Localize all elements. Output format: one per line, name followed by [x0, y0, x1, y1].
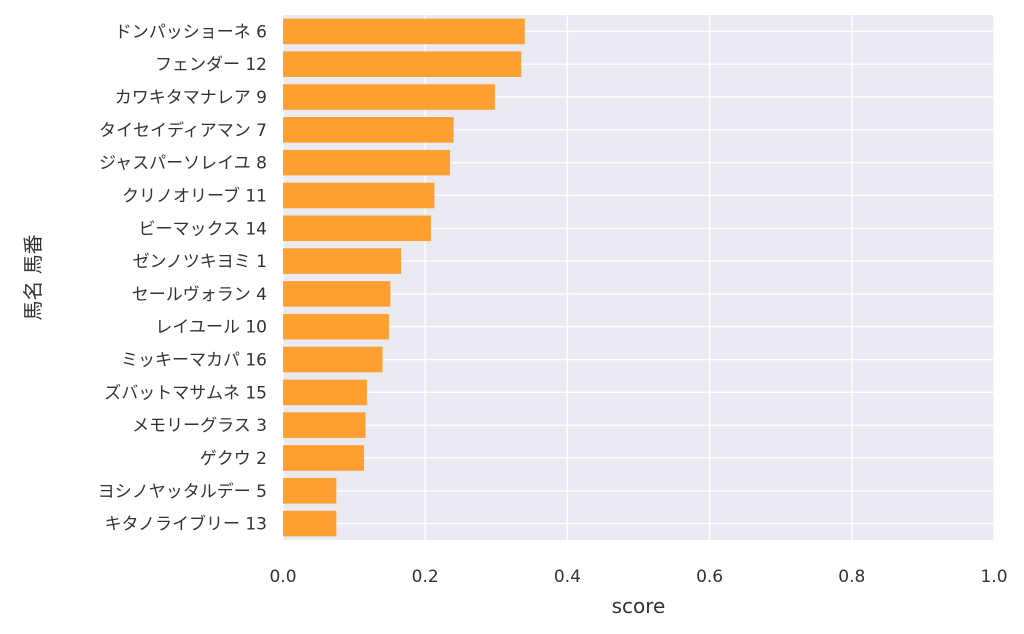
x-tick-label: 0.0 — [269, 567, 296, 587]
y-tick-label: レイユール 10 — [155, 318, 267, 338]
y-tick-label: メモリーグラス 3 — [132, 416, 267, 436]
x-tick-label: 0.2 — [412, 567, 439, 587]
bar — [283, 379, 367, 406]
x-axis-title: score — [612, 594, 666, 618]
bar — [283, 281, 391, 307]
bar — [283, 18, 525, 45]
y-tick-label: ジャスパーソレイユ 8 — [99, 154, 267, 174]
bar — [283, 215, 431, 242]
y-tick-label: ビーマックス 14 — [138, 219, 267, 239]
bar — [283, 149, 451, 176]
bars — [283, 18, 525, 537]
y-tick-labels: ドンパッショーネ 6 フェンダー 12 カワキタマナレア 9 タイセイディアマン 7 ジ… — [98, 22, 267, 534]
bar — [283, 510, 337, 537]
y-tick-label: フェンダー 12 — [155, 55, 267, 75]
y-axis-title: 馬名 馬番 — [21, 234, 45, 320]
y-tick-label: ヨシノヤッタルデー 5 — [98, 481, 267, 502]
bar — [283, 412, 366, 438]
y-tick-label: ドンパッショーネ 6 — [115, 22, 267, 42]
x-tick-label: 1.0 — [980, 567, 1007, 587]
bar — [283, 182, 435, 209]
bar — [283, 51, 522, 78]
y-tick-label: ゼンノツキヨミ 1 — [133, 252, 267, 272]
x-tick-label: 0.4 — [554, 567, 581, 587]
y-tick-label: カワキタマナレア 9 — [115, 88, 267, 108]
y-tick-label: ゲクウ 2 — [200, 449, 267, 469]
bar — [283, 477, 337, 504]
y-tick-label: セールヴォラン 4 — [132, 285, 267, 305]
y-tick-label: ミッキーマカパ 16 — [121, 351, 267, 371]
bar — [283, 248, 402, 274]
x-tick-labels: 0.0 0.2 0.4 0.6 0.8 1.0 — [269, 567, 1007, 587]
y-tick-label: キタノライブリー 13 — [104, 514, 267, 535]
bar — [283, 313, 389, 340]
x-tick-label: 0.6 — [696, 567, 723, 587]
bar — [283, 117, 454, 143]
y-tick-label: タイセイディアマン 7 — [99, 120, 267, 141]
y-tick-label: ズバットマサムネ 15 — [104, 383, 267, 403]
x-tick-label: 0.8 — [838, 567, 865, 587]
bar — [283, 346, 383, 373]
bar — [283, 84, 495, 110]
bar — [283, 445, 365, 471]
y-tick-label: クリノオリーブ 11 — [122, 185, 267, 206]
